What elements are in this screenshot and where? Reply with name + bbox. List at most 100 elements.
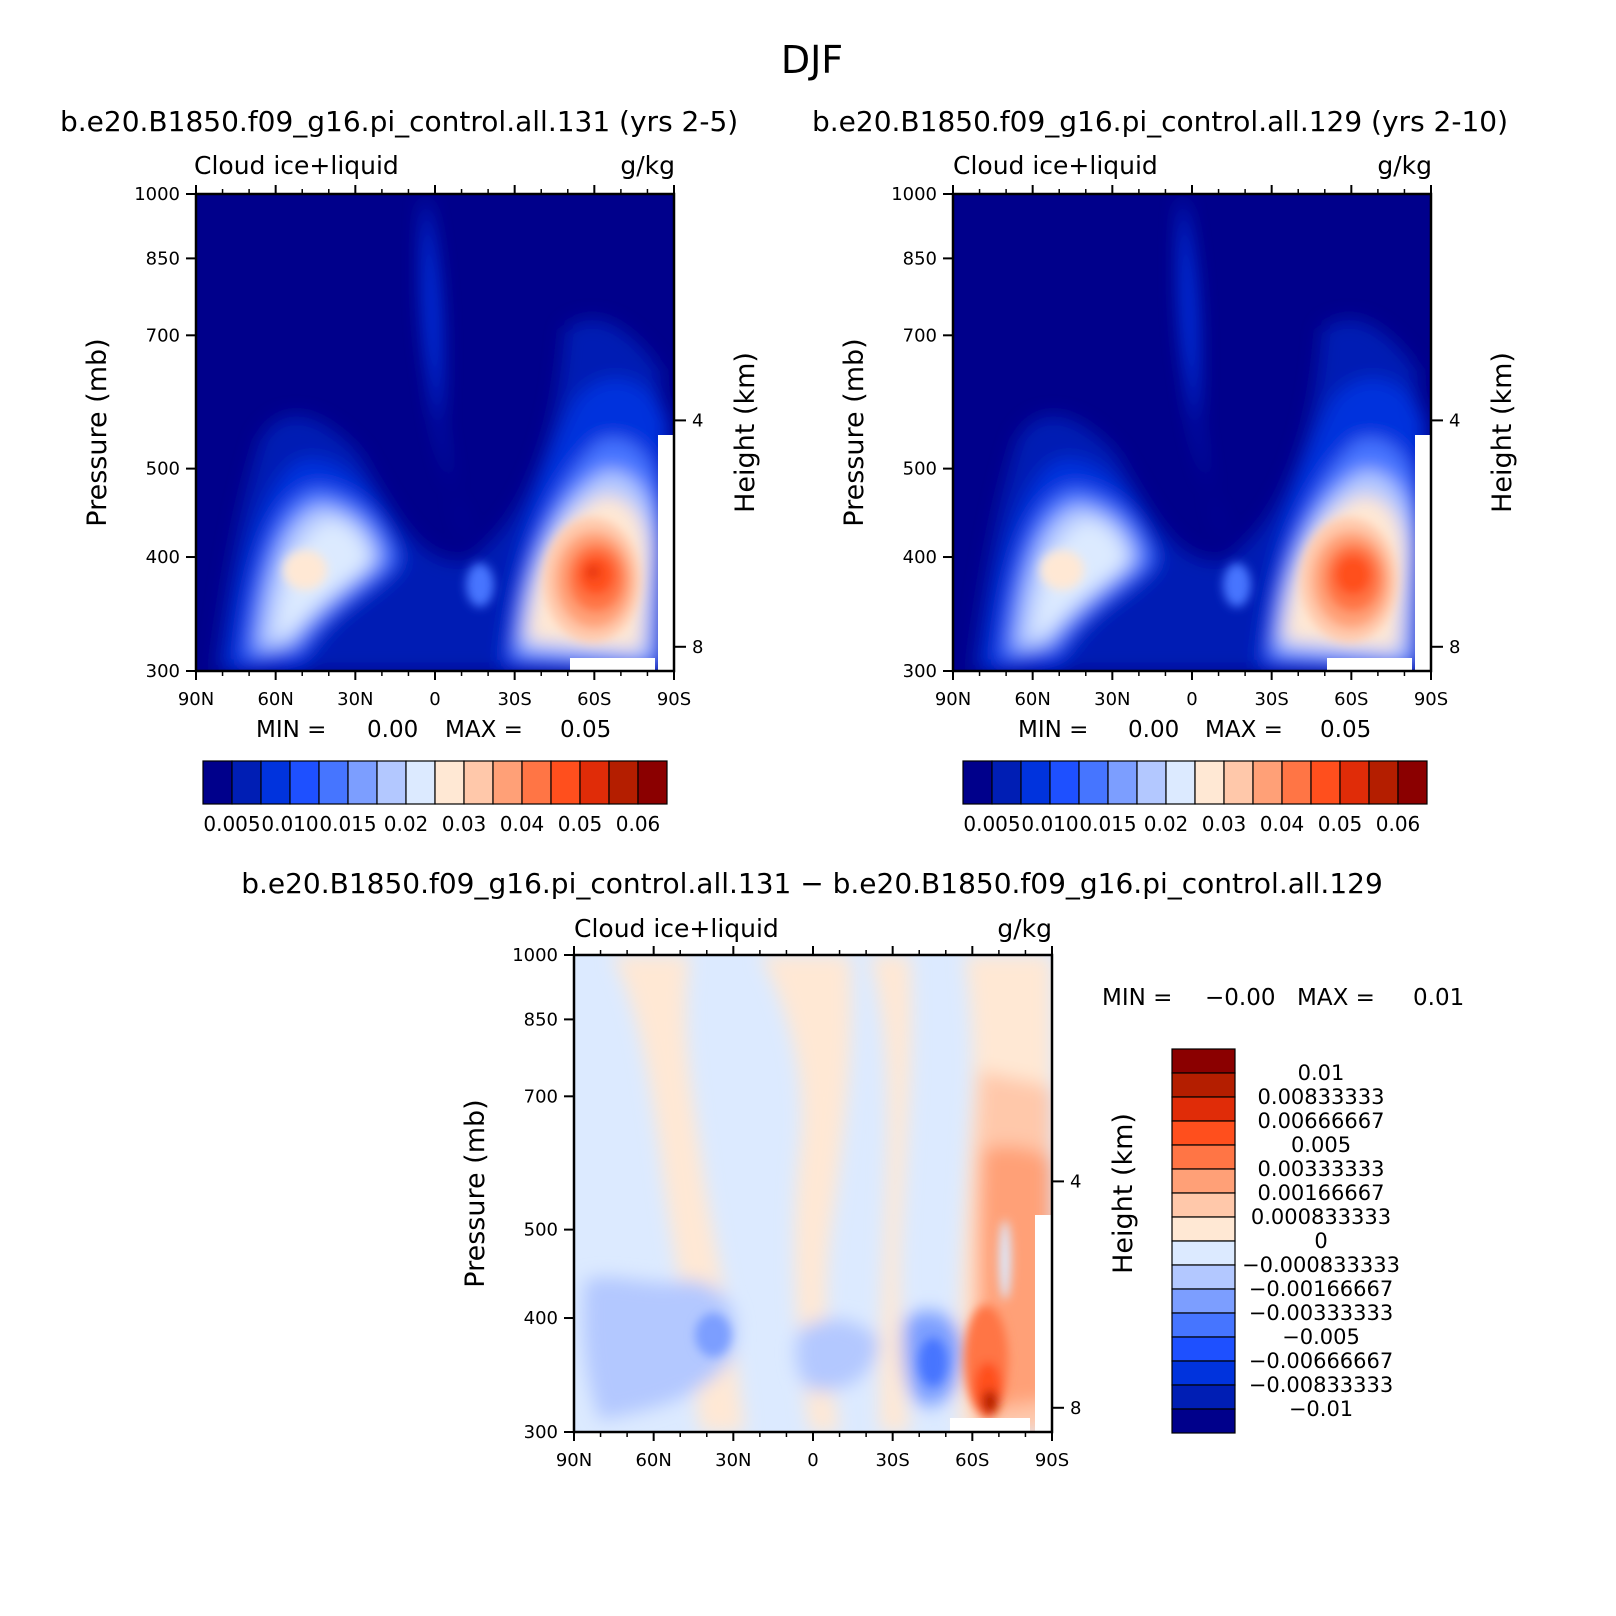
colorbar-swatch — [1171, 1048, 1236, 1074]
colorbar-label: 0.00833333 — [1258, 1085, 1385, 1109]
colorbar-swatch — [376, 760, 407, 805]
panel-3-cool-nh-core — [695, 1313, 731, 1357]
panel-3-contour-field — [574, 955, 1052, 1432]
x-tick-label: 60N — [1014, 689, 1050, 710]
panel-3-colorbar: 0.010.008333330.006666670.0050.003333330… — [1171, 1048, 1400, 1434]
colorbar-swatch — [231, 760, 262, 805]
x-tick-label: 30N — [715, 1450, 751, 1471]
y-tick-label: 850 — [146, 248, 180, 269]
y-axis-title: Pressure (mb) — [82, 338, 113, 526]
panel-1-contour-field — [196, 194, 674, 671]
panel-2-min-value: 0.00 — [1128, 717, 1179, 743]
x-tick-label: 60S — [1334, 689, 1368, 710]
colorbar-label: 0.00166667 — [1258, 1181, 1385, 1205]
y-right-tick-label: 4 — [1449, 410, 1460, 431]
colorbar-label: 0.005 — [1291, 1133, 1351, 1157]
panel-3-case-title: b.e20.B1850.f09_g16.pi_control.all.131 −… — [241, 867, 1383, 900]
x-tick-label: 60N — [257, 689, 293, 710]
colorbar-swatch — [1171, 1168, 1236, 1194]
colorbar-label: −0.01 — [1289, 1397, 1353, 1421]
colorbar-swatch — [1078, 760, 1109, 805]
panel-3-missing-surface — [950, 1418, 1030, 1432]
colorbar-label: 0.010 — [1021, 812, 1078, 836]
colorbar-label: 0.06 — [616, 812, 661, 836]
colorbar-swatch — [521, 760, 552, 805]
x-tick-label: 0 — [807, 1450, 818, 1471]
x-tick-label: 30S — [875, 1450, 909, 1471]
colorbar-swatch — [1171, 1240, 1236, 1266]
colorbar-label: 0.03 — [442, 812, 487, 836]
y-tick-label: 300 — [524, 1422, 558, 1443]
colorbar-swatch — [434, 760, 465, 805]
y-right-tick-label: 8 — [692, 637, 703, 658]
panel-2-case-title: b.e20.B1850.f09_g16.pi_control.all.129 (… — [812, 105, 1508, 138]
colorbar-swatch — [1171, 1120, 1236, 1146]
colorbar-swatch — [1171, 1408, 1236, 1434]
y-tick-label: 300 — [146, 661, 180, 682]
x-tick-label: 90S — [1414, 689, 1448, 710]
colorbar-label: 0.01 — [1298, 1061, 1345, 1085]
panel-2-max-value: 0.05 — [1320, 717, 1371, 743]
x-tick-label: 90S — [1035, 1450, 1069, 1471]
colorbar-swatch — [550, 760, 581, 805]
panel-2-min-label: MIN = — [1018, 717, 1088, 743]
colorbar-swatch — [1171, 1096, 1236, 1122]
colorbar-swatch — [1165, 760, 1196, 805]
panel-3-warm-band-2 — [760, 955, 852, 1432]
y-tick-label: 700 — [903, 325, 937, 346]
colorbar-swatch — [463, 760, 494, 805]
colorbar-swatch — [608, 760, 639, 805]
y-tick-label: 500 — [524, 1220, 558, 1241]
panel-2-max-label: MAX = — [1205, 717, 1283, 743]
y-tick-label: 1000 — [512, 945, 558, 966]
colorbar-swatch — [1171, 1072, 1236, 1098]
panel-1-missing-surface — [570, 658, 655, 671]
panel-1-max-value: 0.05 — [560, 717, 611, 743]
x-tick-label: 30S — [497, 689, 531, 710]
colorbar-swatch — [637, 760, 668, 805]
y-axis-title: Pressure (mb) — [839, 338, 870, 526]
x-tick-label: 90S — [657, 689, 691, 710]
x-tick-label: 60S — [577, 689, 611, 710]
panel-1-max-label: MAX = — [445, 717, 523, 743]
panel-3-max-value: 0.01 — [1413, 985, 1464, 1011]
panel-3-cool-sh-core — [919, 1338, 947, 1386]
colorbar-label: 0.05 — [1318, 812, 1363, 836]
x-tick-label: 60N — [635, 1450, 671, 1471]
y-tick-label: 700 — [146, 325, 180, 346]
colorbar-label: 0.04 — [500, 812, 545, 836]
panel-2-units-label: g/kg — [1377, 151, 1432, 180]
colorbar-label: 0.015 — [1079, 812, 1136, 836]
colorbar-swatch — [1171, 1192, 1236, 1218]
panel-1-colorbar: 0.005 0.010 0.015 0.02 0.03 0.04 0.05 0.06 — [202, 760, 668, 836]
colorbar-swatch — [1310, 760, 1341, 805]
colorbar-swatch — [1281, 760, 1312, 805]
panel-3-cool-nh — [583, 1277, 736, 1420]
y-right-tick-label: 4 — [1070, 1171, 1081, 1192]
y-right-axis-title: Height (km) — [730, 352, 761, 513]
colorbar-label: 0.005 — [203, 812, 260, 836]
colorbar-swatch — [260, 760, 291, 805]
panel-1-nh-warm-blob — [283, 550, 327, 590]
y-tick-label: 500 — [146, 459, 180, 480]
colorbar-swatch — [1107, 760, 1138, 805]
colorbar-swatch — [289, 760, 320, 805]
y-right-tick-label: 8 — [1070, 1398, 1081, 1419]
panel-3-max-label: MAX = — [1297, 985, 1375, 1011]
panel-2-axes: 90N 60N 30N 0 30S 60S 90S 300 400 500 700 850 1000 8 4… — [839, 184, 1518, 710]
panel-1-equatorial-column — [421, 194, 470, 540]
y-right-tick-label: 8 — [1449, 637, 1460, 658]
y-tick-label: 300 — [903, 661, 937, 682]
x-tick-label: 30S — [1254, 689, 1288, 710]
panel-1-units-label: g/kg — [620, 151, 675, 180]
colorbar-swatch — [1339, 760, 1370, 805]
panel-3-missing-pole — [1035, 1215, 1052, 1432]
panel-control-131: b.e20.B1850.f09_g16.pi_control.all.131 (… — [60, 105, 761, 836]
colorbar-swatch — [492, 760, 523, 805]
panel-1-mid-blob — [466, 563, 494, 607]
colorbar-swatch — [1252, 760, 1283, 805]
colorbar-label: −0.00833333 — [1249, 1373, 1394, 1397]
colorbar-label: 0 — [1314, 1229, 1327, 1253]
colorbar-swatch — [1397, 760, 1428, 805]
y-tick-label: 400 — [524, 1308, 558, 1329]
